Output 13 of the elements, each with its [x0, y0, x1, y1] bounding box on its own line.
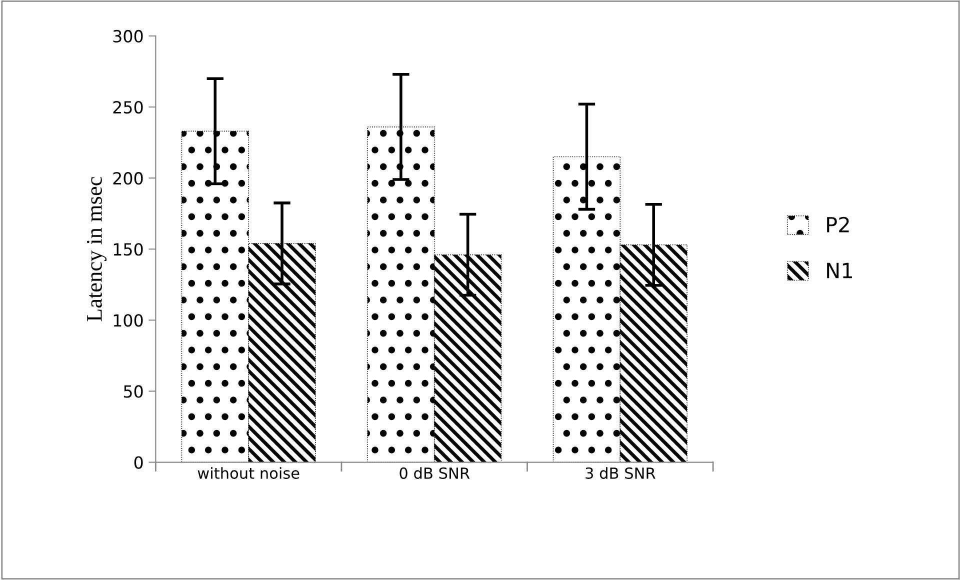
y-tick-label: 150 — [114, 243, 143, 256]
x-tick-label: without noise — [198, 467, 300, 479]
legend-label: P2 — [827, 216, 849, 232]
y-tick-label: 0 — [134, 456, 143, 469]
y-tick-label: 200 — [113, 172, 143, 185]
x-tick-label: 3 dB SNR — [586, 467, 656, 479]
y-tick-label: 100 — [114, 314, 143, 327]
y-tick-label: 300 — [113, 30, 143, 43]
y-tick-label: 50 — [124, 385, 143, 398]
y-axis-title: Latency in msec — [87, 176, 107, 322]
y-tick-label: 250 — [113, 100, 143, 114]
x-tick-label: 0 dB SNR — [400, 467, 470, 479]
legend-label: N1 — [827, 262, 852, 278]
